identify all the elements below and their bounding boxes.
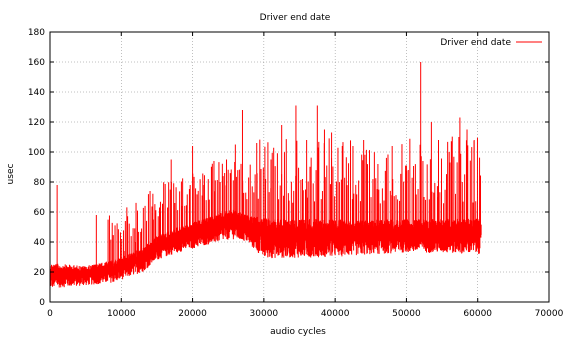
y-tick-label: 60 [34,208,46,218]
y-tick-label: 120 [28,118,45,128]
x-tick-label: 40000 [321,309,350,319]
x-tick-label: 0 [47,309,53,319]
legend-label: Driver end date [440,38,511,48]
y-axis-label: usec [6,164,16,185]
x-tick-label: 50000 [392,309,421,319]
y-tick-label: 40 [34,238,46,248]
y-tick-label: 100 [28,148,45,158]
x-tick-label: 30000 [250,309,279,319]
x-tick-label: 10000 [107,309,136,319]
legend: Driver end date [440,38,542,48]
y-tick-label: 80 [34,178,46,188]
series-minor-spikes [107,136,481,273]
ticks: 0 10000 20000 30000 40000 50000 60000 70000 0 20 4… [28,28,564,319]
y-tick-label: 160 [28,58,45,68]
y-tick-label: 180 [28,28,45,38]
chart-title: Driver end date [260,13,331,23]
x-tick-label: 20000 [178,309,207,319]
y-tick-label: 140 [28,88,45,98]
x-tick-label: 60000 [463,309,492,319]
y-tick-label: 20 [34,268,46,278]
y-tick-label: 0 [39,298,45,308]
x-axis-label: audio cycles [270,327,326,337]
x-tick-label: 70000 [535,309,564,319]
plot-frame [49,31,550,303]
series-layer [49,62,482,288]
